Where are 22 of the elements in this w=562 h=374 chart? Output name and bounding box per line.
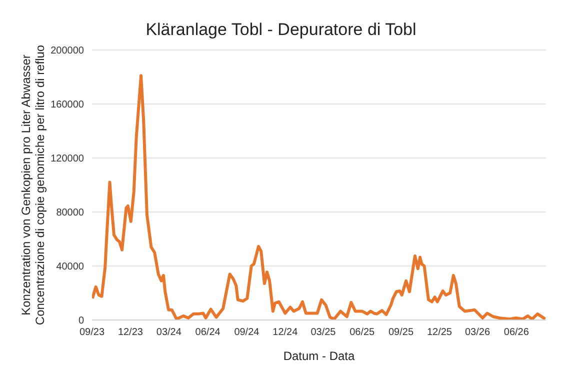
x-tick-label: 03/25 bbox=[310, 327, 336, 338]
y-tick-label: 80000 bbox=[56, 208, 84, 219]
y-tick-label: 120000 bbox=[50, 154, 84, 165]
x-tick-label: 09/25 bbox=[388, 327, 414, 338]
y-tick-label: 40000 bbox=[56, 262, 84, 273]
x-tick-label: 09/24 bbox=[234, 327, 260, 338]
x-tick-label: 09/23 bbox=[79, 327, 105, 338]
x-tick-label: 03/24 bbox=[156, 327, 182, 338]
x-tick-label: 03/26 bbox=[465, 327, 490, 338]
y-tick-label: 160000 bbox=[50, 100, 84, 111]
line-series bbox=[92, 74, 546, 320]
x-tick-label: 06/25 bbox=[350, 327, 376, 338]
chart-title: Kläranlage Tobl - Depuratore di Tobl bbox=[144, 19, 418, 41]
x-axis-title: Datum - Data bbox=[283, 349, 355, 363]
x-tick-label: 12/24 bbox=[272, 327, 298, 338]
x-tick-label: 12/23 bbox=[118, 327, 144, 338]
x-tick-label: 06/26 bbox=[504, 327, 530, 338]
y-tick-label: 200000 bbox=[50, 46, 84, 57]
y-axis-title: Konzentration von Genkopien pro Liter Abwasser Concentrazione di copie genomiche per litro di refluo bbox=[19, 44, 47, 326]
x-tick-label: 12/25 bbox=[426, 327, 452, 338]
y-tick-label: 0 bbox=[78, 316, 84, 327]
x-tick-label: 06/24 bbox=[195, 327, 221, 338]
